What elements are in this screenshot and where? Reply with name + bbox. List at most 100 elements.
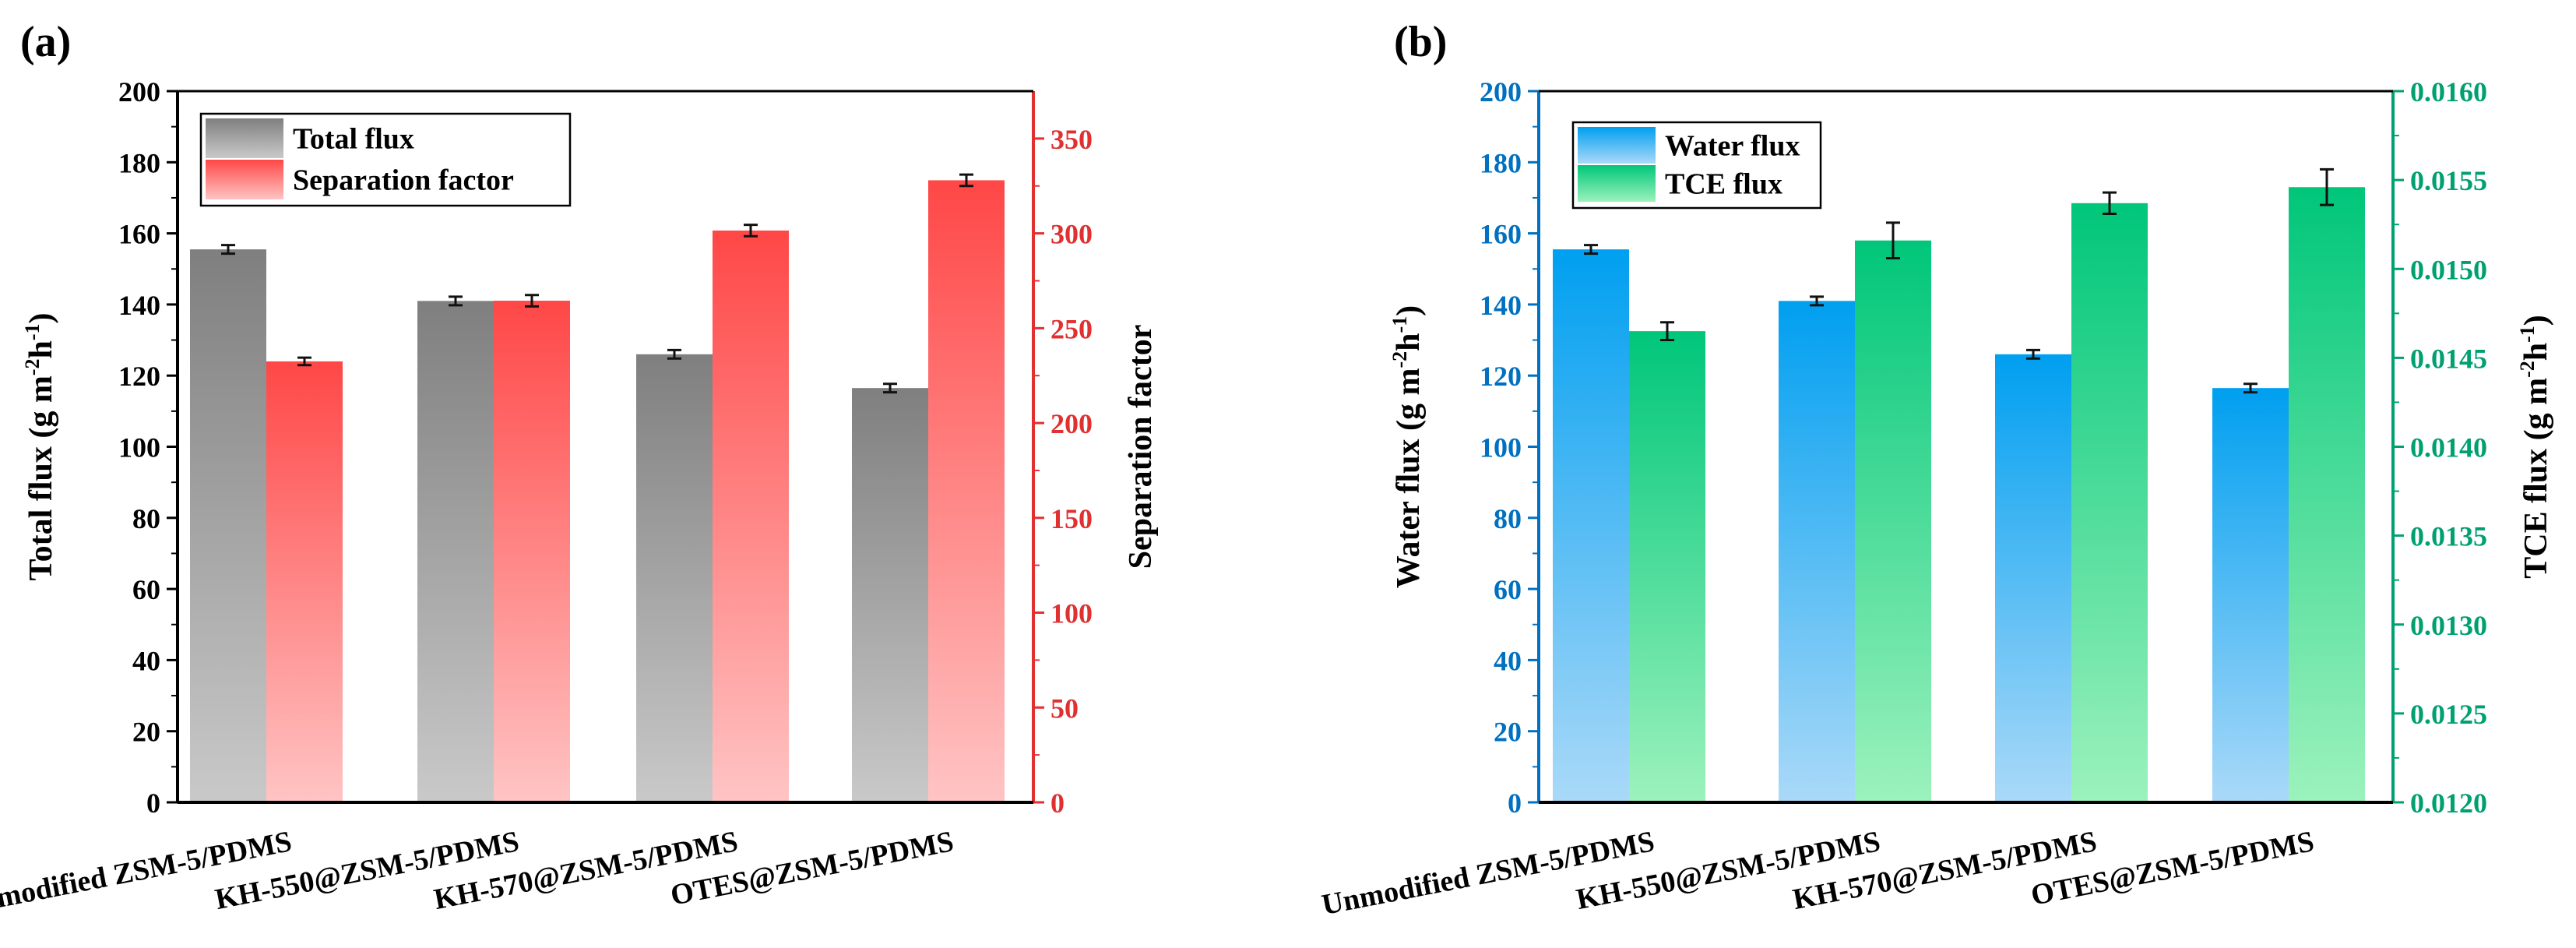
y-axis-left-label-part: h bbox=[1391, 333, 1427, 351]
tick-label: 100 bbox=[1480, 432, 1522, 463]
error-bar bbox=[883, 382, 897, 394]
panel-label: (a) bbox=[20, 18, 71, 66]
bar bbox=[2071, 203, 2148, 802]
y-axis-left-label-part: Water flux (g m bbox=[1391, 368, 1427, 589]
y-axis-right-label-part: -1 bbox=[2516, 326, 2539, 343]
tick-label: 0 bbox=[146, 788, 160, 819]
tick-label: 180 bbox=[118, 147, 160, 178]
y-axis-left-label-text: Water flux (g m-2h-1) bbox=[1388, 305, 1427, 588]
y-axis-left-label: Water flux (g m-2h-1) bbox=[1388, 305, 1427, 588]
bar bbox=[928, 180, 1005, 803]
error-bar bbox=[221, 244, 235, 256]
bar bbox=[2212, 388, 2289, 802]
y-axis-right-label-part: -2 bbox=[2516, 361, 2539, 378]
tick-label: 60 bbox=[1494, 574, 1522, 605]
tick-label: 0.0160 bbox=[2410, 76, 2487, 107]
chart-panel-b: (b)0204060801001201401601802000.01200.01… bbox=[1319, 18, 2554, 922]
y-axis-left-label-text: Total flux (g m-2h-1) bbox=[21, 312, 59, 580]
tick-label: 0.0150 bbox=[2410, 254, 2487, 285]
error-bar bbox=[297, 356, 311, 367]
tick-label: 0.0140 bbox=[2410, 432, 2487, 463]
error-bar bbox=[2320, 167, 2334, 206]
x-tick-labels: Unmodified ZSM-5/PDMSKH-550@ZSM-5/PDMSKH… bbox=[1319, 825, 2317, 922]
tick-label: 80 bbox=[132, 503, 160, 534]
error-bar bbox=[2026, 348, 2040, 360]
series-total-flux bbox=[190, 244, 928, 803]
tick-label: 100 bbox=[118, 432, 160, 463]
panel-label: (b) bbox=[1394, 18, 1447, 66]
bar bbox=[852, 388, 928, 802]
legend-label: TCE flux bbox=[1665, 168, 1782, 201]
tick-label: 200 bbox=[118, 76, 160, 107]
tick-label: 0.0135 bbox=[2410, 521, 2487, 552]
y-axis-left-label-part: h bbox=[23, 340, 59, 358]
y-axis-left-label-part: -2 bbox=[1388, 351, 1411, 368]
bar bbox=[494, 301, 570, 803]
chart-panel-a: (a) 0 20 40 60 80 100 120 140 160 180 200 0 50 100 150 2… bbox=[0, 18, 1159, 922]
bar bbox=[1855, 240, 1931, 803]
y-ticks-right: 0.0120 0.0125 0.0130 0.0135 0.0140 0.0145 0.01… bbox=[2393, 76, 2487, 819]
y-axis-right-label-text: Separation factor bbox=[1123, 325, 1159, 569]
y-ticks-left: 0 20 40 60 80 100 120 140 160 180 200 bbox=[1480, 76, 1539, 819]
tick-label: 160 bbox=[1480, 219, 1522, 250]
y-axis-right-label: Separation factor bbox=[1123, 325, 1159, 569]
legend-label: Separation factor bbox=[293, 164, 514, 197]
bar bbox=[1995, 354, 2071, 802]
tick-label: 0.0155 bbox=[2410, 165, 2487, 196]
series-separation-factor bbox=[266, 173, 1005, 803]
y-axis-right-label-part: TCE flux (g m bbox=[2518, 378, 2554, 579]
bar bbox=[636, 354, 713, 802]
error-bar bbox=[667, 348, 681, 360]
x-tick-labels: Unmodified ZSM-5/PDMSKH-550@ZSM-5/PDMSKH… bbox=[0, 825, 956, 922]
error-bar bbox=[2243, 382, 2258, 394]
tick-label: 150 bbox=[1050, 503, 1093, 534]
error-bar bbox=[744, 224, 758, 238]
legend-label: Total flux bbox=[293, 123, 414, 156]
tick-label: 0.0145 bbox=[2410, 343, 2487, 374]
y-axis-left-label-part: -1 bbox=[21, 323, 44, 340]
tick-label: 60 bbox=[132, 574, 160, 605]
error-bar bbox=[2103, 191, 2117, 215]
tick-label: 250 bbox=[1050, 313, 1093, 344]
bar bbox=[190, 249, 266, 803]
bar bbox=[417, 301, 494, 803]
legend: Total flux Separation factor bbox=[199, 112, 572, 207]
y-axis-right-label-part: h bbox=[2518, 343, 2554, 361]
error-bar bbox=[1660, 321, 1674, 342]
tick-label: 300 bbox=[1050, 219, 1093, 250]
y-axis-right-label: TCE flux (g m-2h-1) bbox=[2516, 315, 2554, 579]
tick-label: 140 bbox=[1480, 290, 1522, 321]
tick-label: 0 bbox=[1050, 788, 1065, 819]
tick-label: 80 bbox=[1494, 503, 1522, 534]
bar bbox=[1779, 301, 1855, 803]
error-bar bbox=[1886, 221, 1900, 260]
error-bar bbox=[1810, 295, 1824, 307]
series-water-flux bbox=[1553, 244, 2289, 803]
y-axis-left-label-part: ) bbox=[1391, 305, 1427, 316]
tick-label: 0 bbox=[1508, 788, 1522, 819]
tick-label: 100 bbox=[1050, 598, 1093, 629]
tick-label: 40 bbox=[1494, 645, 1522, 676]
tick-label: 120 bbox=[1480, 361, 1522, 392]
tick-label: 0.0125 bbox=[2410, 699, 2487, 730]
legend-swatch bbox=[1578, 127, 1656, 164]
y-axis-left-label-part: Total flux (g m bbox=[23, 375, 59, 580]
tick-label: 160 bbox=[118, 219, 160, 250]
tick-label: 20 bbox=[132, 717, 160, 748]
y-axis-left-label-part: ) bbox=[23, 312, 59, 323]
tick-label: 200 bbox=[1050, 408, 1093, 439]
y-axis-left-label-part: -2 bbox=[21, 359, 44, 376]
y-ticks-left: 0 20 40 60 80 100 120 140 160 180 200 bbox=[118, 76, 178, 819]
y-ticks-right: 0 50 100 150 200 250 300 350 bbox=[1033, 124, 1093, 819]
bar bbox=[266, 361, 343, 802]
tick-label: 0.0130 bbox=[2410, 610, 2487, 641]
y-axis-right-label-text: TCE flux (g m-2h-1) bbox=[2516, 315, 2554, 579]
y-axis-left-label: Total flux (g m-2h-1) bbox=[21, 312, 59, 580]
tick-label: 200 bbox=[1480, 76, 1522, 107]
bar bbox=[1553, 249, 1629, 803]
legend-swatch bbox=[206, 118, 283, 158]
error-bar bbox=[959, 173, 973, 188]
legend: Water flux TCE flux bbox=[1571, 121, 1822, 210]
tick-label: 20 bbox=[1494, 717, 1522, 748]
